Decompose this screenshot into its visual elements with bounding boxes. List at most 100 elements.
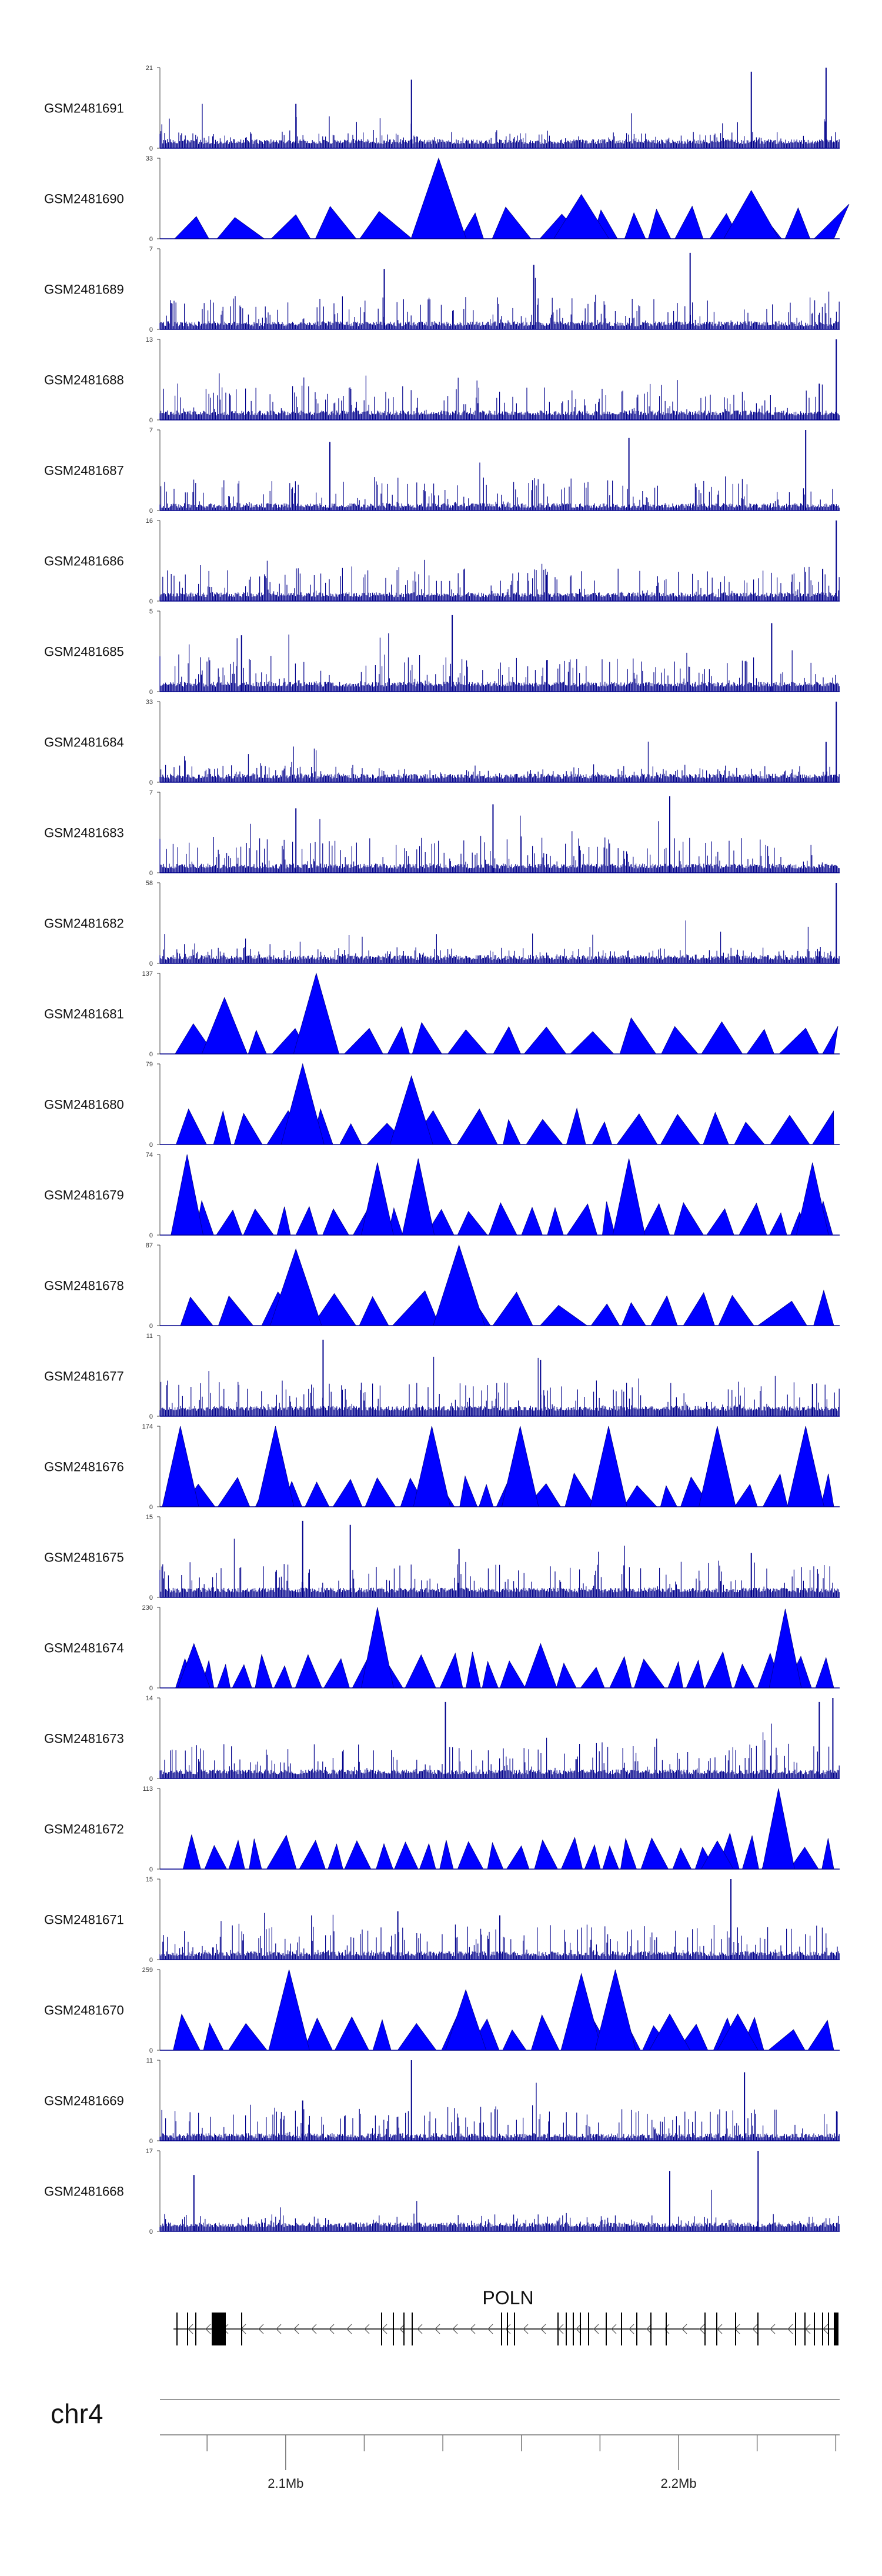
strand-arrow-icon: [593, 2324, 599, 2334]
y-tick-label-max: 137: [142, 970, 153, 977]
signal-peak: [180, 1296, 213, 1326]
signal-peak: [623, 1485, 657, 1507]
signal-peak: [410, 157, 467, 239]
signal-peak: [734, 1122, 765, 1145]
signal-peak: [667, 1661, 683, 1689]
signal-peak: [566, 1203, 598, 1236]
signal-peak: [566, 1107, 586, 1145]
y-tick-label-min: 0: [149, 598, 153, 605]
signal-peak: [723, 189, 780, 239]
signal-peak: [584, 1844, 601, 1870]
signal-coverage: [159, 104, 840, 148]
y-tick-label-max: 7: [149, 789, 153, 796]
signal-peak: [746, 1029, 774, 1055]
signal-coverage: [159, 1913, 840, 1960]
signal-peak: [487, 1841, 504, 1870]
strand-arrow-icon: [681, 2324, 687, 2334]
signal-peak: [456, 1108, 498, 1145]
strand-arrow-icon: [205, 2324, 211, 2334]
signal-peak: [269, 1248, 322, 1326]
signal-peak: [602, 1201, 616, 1236]
y-tick-label-min: 0: [149, 1866, 153, 1873]
signal-peak: [295, 1654, 322, 1689]
signal-peak: [523, 1026, 567, 1055]
signal-peak: [268, 1969, 310, 2051]
signal-peak: [813, 1289, 834, 1326]
signal-peak: [175, 1108, 207, 1145]
y-tick-label-min: 0: [149, 326, 153, 333]
chromosome-label: chr4: [51, 2398, 103, 2429]
gene-exon: [501, 2313, 502, 2345]
signal-peak: [413, 1426, 451, 1507]
gene-exon: [828, 2313, 829, 2345]
signal-peak: [295, 1206, 318, 1236]
track-GSM2481673: GSM2481673 14 0: [44, 1695, 840, 1783]
signal-peak: [779, 1027, 820, 1055]
track-GSM2481685: GSM2481685 5 0: [44, 608, 840, 696]
signal-peak: [762, 1473, 788, 1507]
signal-peak: [365, 1477, 396, 1507]
gene-exon: [187, 2313, 188, 2345]
y-tick-label-min: 0: [149, 2138, 153, 2145]
signal-peak: [547, 1206, 564, 1236]
signal-peak: [503, 1119, 521, 1145]
signal-peak: [821, 1838, 834, 1870]
signal-peak: [619, 1017, 657, 1055]
signal-peak: [616, 1113, 658, 1145]
signal-peak: [243, 1209, 275, 1236]
gene-exon: [573, 2313, 574, 2345]
signal-peak: [686, 1659, 704, 1689]
y-tick-label-max: 230: [142, 1604, 153, 1611]
signal-peak: [813, 203, 850, 239]
signal-peak: [524, 1643, 557, 1689]
track-GSM2481670: GSM2481670 259 0: [44, 1967, 840, 2054]
track-GSM2481686: GSM2481686 16 0: [44, 518, 840, 605]
strand-arrow-icon: [417, 2324, 423, 2334]
y-tick-label-max: 74: [146, 1152, 153, 1159]
track-label: GSM2481681: [44, 1007, 124, 1022]
track-label: GSM2481672: [44, 1822, 124, 1837]
track-label: GSM2481688: [44, 373, 124, 388]
track-label: GSM2481668: [44, 2184, 124, 2199]
y-tick-label-max: 113: [142, 1786, 153, 1793]
signal-peak: [280, 1063, 325, 1145]
gene-exon: [393, 2313, 394, 2345]
signal-peak: [439, 1652, 463, 1689]
signal-peak: [433, 1244, 486, 1326]
signal-peak: [640, 1837, 669, 1870]
strand-arrow-icon: [470, 2324, 476, 2334]
y-tick-label-max: 79: [146, 1061, 153, 1068]
signal-peak: [492, 206, 532, 239]
signal-peak: [672, 1847, 692, 1870]
track-label: GSM2481682: [44, 916, 124, 931]
signal-peak: [482, 1660, 499, 1689]
gene-exon: [804, 2313, 806, 2345]
gene-exon: [606, 2313, 607, 2345]
gene-exon: [704, 2313, 706, 2345]
strand-arrow-icon: [293, 2324, 299, 2334]
signal-peak: [811, 1110, 834, 1145]
signal-peak: [397, 2023, 437, 2051]
signal-peak: [530, 2014, 560, 2051]
signal-peak: [228, 1839, 245, 1870]
track-GSM2481668: GSM2481668 17 0: [44, 2148, 840, 2235]
y-tick-label-max: 7: [149, 246, 153, 253]
y-tick-label-max: 11: [146, 2057, 153, 2064]
y-tick-label-min: 0: [149, 1685, 153, 1692]
strand-arrow-icon: [611, 2324, 617, 2334]
y-tick-label-max: 33: [146, 699, 153, 706]
signal-coverage: [159, 633, 840, 692]
signal-peak: [359, 211, 413, 239]
gene-exon: [176, 2313, 178, 2345]
signal-peak: [293, 972, 340, 1055]
signal-peak: [580, 1667, 605, 1689]
strand-arrow-icon: [364, 2324, 370, 2334]
signal-peak: [457, 1841, 484, 1870]
y-tick-label-min: 0: [149, 689, 153, 696]
signal-coverage: [159, 2190, 840, 2231]
gene-exon: [514, 2313, 515, 2345]
signal-peak: [445, 1989, 487, 2051]
signal-coverage: [159, 373, 840, 420]
strand-arrow-icon: [329, 2324, 335, 2334]
strand-arrow-icon: [258, 2324, 264, 2334]
